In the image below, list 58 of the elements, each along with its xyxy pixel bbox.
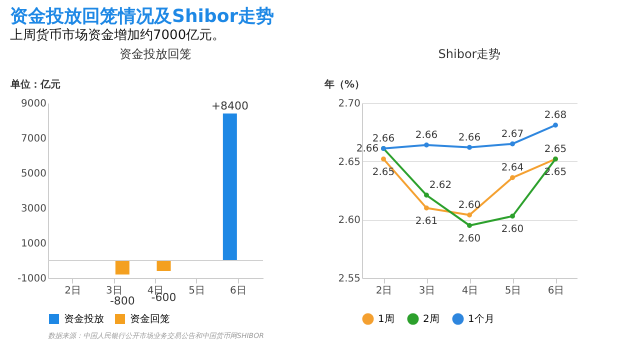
text: 上周货币市场资金增加约7000亿元。 [10,28,226,43]
legend-label: 1周 [378,314,394,325]
data-label: 2.62 [429,180,452,192]
legend-label: 1个月 [468,313,494,325]
y-tick-label: -1000 [17,274,46,284]
point [510,175,515,180]
y-tick-label: 1000 [21,238,46,250]
point [467,223,472,228]
point [467,144,472,150]
point [467,212,472,218]
data-label: 2.64 [501,162,524,174]
point [553,122,558,128]
point [424,206,429,210]
y-tick-label: 7000 [21,134,46,144]
data-label: 2.66 [356,144,379,154]
x-tick-label: 2日 [64,286,81,296]
y-tick-label: 2.65 [338,156,360,168]
data-label: 2.61 [415,216,438,227]
x-tick-label: 3日 [106,286,122,296]
data-label: 2.67 [501,128,524,140]
point [510,214,515,219]
data-label: 2.65 [544,144,567,155]
y-tick-label: 2.55 [338,274,360,284]
x-tick-label: 6日 [548,286,564,296]
data-label: 2.65 [372,167,395,178]
data-label: 2.68 [544,110,567,122]
point [424,142,429,148]
data-label: 2.65 [544,167,567,178]
chart-title: 资金投放回笼 [120,47,192,61]
chart-title: Shibor走势 [438,47,501,61]
data-label: 2.60 [501,224,524,236]
y-tick-label: 2.60 [338,215,360,226]
x-tick-label: 3日 [418,286,436,296]
x-tick-label: 4日 [462,286,478,296]
y-tick-label: 5000 [21,168,46,180]
y-tick-label: 3000 [21,204,46,214]
x-tick-label: 6日 [230,286,246,296]
data-label: 2.60 [458,234,481,244]
text: 资金投放回笼情况及Shibor走势 [10,6,274,27]
data-label: 2.60 [458,200,481,211]
y-tick-label: 9000 [21,98,46,110]
legend-label: 2周 [423,314,440,325]
x-tick-label: 5日 [188,286,206,296]
x-tick-label: 2日 [376,286,392,296]
legend-label: 资金回笼 [130,313,170,325]
data-label: 2.66 [458,132,481,144]
data-label: 2.66 [415,130,438,141]
data-label: -800 [110,294,135,308]
data-label: 2.66 [372,134,395,144]
y-axis-title: 年（%） [324,78,365,90]
point [381,156,386,162]
x-tick-label: 5日 [504,286,522,296]
point [510,141,515,146]
legend-label: 资金投放 [64,313,104,325]
data-label: +8400 [211,100,249,112]
y-axis-title: 单位：亿元 [10,78,60,90]
y-tick-label: 2.70 [338,98,360,110]
point [424,192,429,198]
